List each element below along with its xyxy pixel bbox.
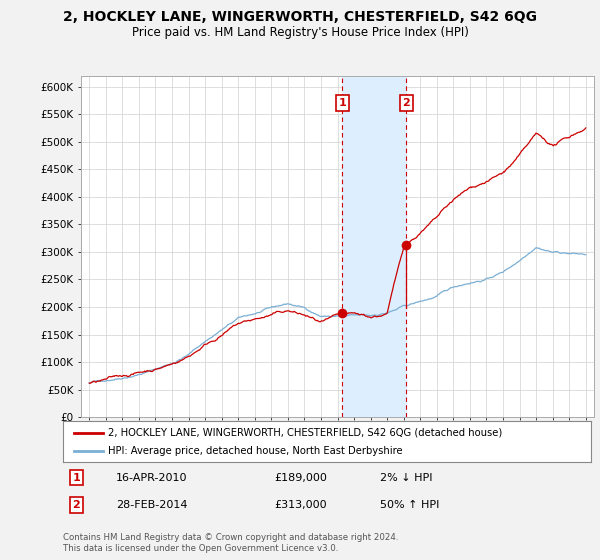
Text: 28-FEB-2014: 28-FEB-2014 [116, 500, 187, 510]
Text: £313,000: £313,000 [274, 500, 327, 510]
Text: HPI: Average price, detached house, North East Derbyshire: HPI: Average price, detached house, Nort… [108, 446, 403, 455]
Text: 50% ↑ HPI: 50% ↑ HPI [380, 500, 439, 510]
Text: 2, HOCKLEY LANE, WINGERWORTH, CHESTERFIELD, S42 6QG (detached house): 2, HOCKLEY LANE, WINGERWORTH, CHESTERFIE… [108, 428, 502, 437]
Bar [342, 76, 406, 417]
Text: 1: 1 [73, 473, 80, 483]
Text: Price paid vs. HM Land Registry's House Price Index (HPI): Price paid vs. HM Land Registry's House … [131, 26, 469, 39]
Text: 2% ↓ HPI: 2% ↓ HPI [380, 473, 432, 483]
Text: 1: 1 [338, 98, 346, 108]
Text: 2: 2 [73, 500, 80, 510]
Text: 2: 2 [403, 98, 410, 108]
Text: £189,000: £189,000 [274, 473, 327, 483]
Text: Contains HM Land Registry data © Crown copyright and database right 2024.
This d: Contains HM Land Registry data © Crown c… [63, 533, 398, 553]
Text: 16-APR-2010: 16-APR-2010 [116, 473, 187, 483]
Text: 2, HOCKLEY LANE, WINGERWORTH, CHESTERFIELD, S42 6QG: 2, HOCKLEY LANE, WINGERWORTH, CHESTERFIE… [63, 10, 537, 24]
